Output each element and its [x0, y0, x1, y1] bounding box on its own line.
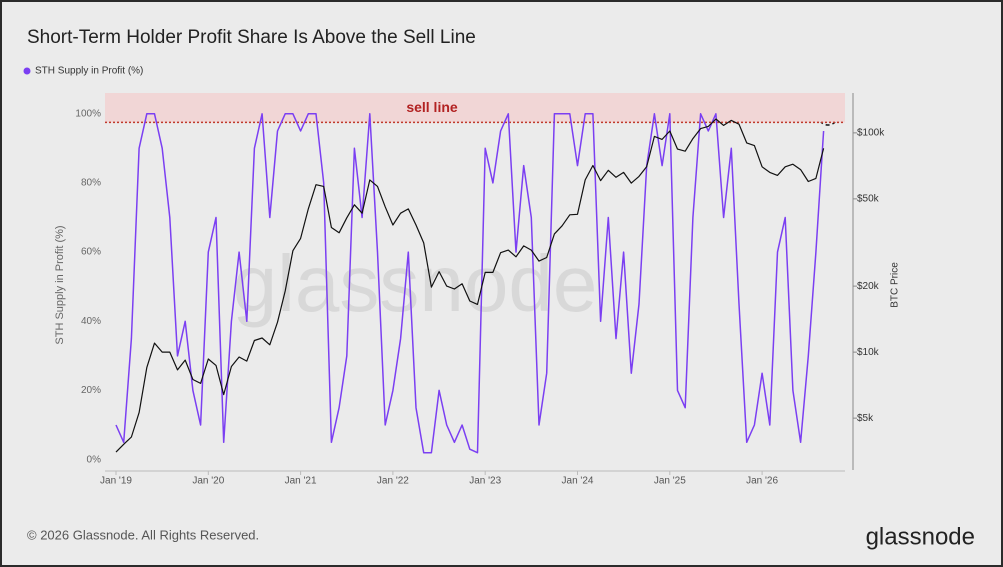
y-axis-title: STH Supply in Profit (%)	[54, 225, 66, 344]
x-tick-label: Jan '23	[469, 476, 501, 487]
chart-title: Short-Term Holder Profit Share Is Above …	[27, 27, 476, 48]
sell-line-label: sell line	[406, 99, 458, 115]
y-tick-label: 0%	[87, 454, 102, 465]
watermark: glassnode	[233, 239, 598, 328]
y2-tick-label: $100k	[857, 128, 885, 139]
y-tick-label: 80%	[81, 178, 101, 189]
series-line	[115, 118, 825, 453]
y2-tick-label: $5k	[857, 413, 874, 424]
x-tick-label: Jan '21	[285, 476, 317, 487]
x-tick-label: Jan '22	[377, 476, 409, 487]
y-tick-label: 40%	[81, 316, 101, 327]
y2-tick-label: $50k	[857, 194, 880, 205]
x-tick-label: Jan '24	[562, 476, 594, 487]
y2-tick-label: $10k	[857, 347, 880, 358]
x-tick-label: Jan '20	[192, 476, 224, 487]
y-tick-label: 60%	[81, 247, 101, 258]
legend-swatch	[23, 67, 31, 75]
series-line	[115, 113, 825, 454]
y2-axis-title: BTC Price	[890, 262, 901, 308]
y2-tick-label: $20k	[857, 281, 880, 292]
y-tick-label: 20%	[81, 385, 101, 396]
y-tick-label: 100%	[75, 108, 101, 119]
x-tick-label: Jan '25	[654, 476, 686, 487]
brand-logo: glassnode	[866, 523, 975, 550]
legend-label: STH Supply in Profit (%)	[35, 66, 143, 77]
footer: © 2026 Glassnode. All Rights Reserved.	[27, 527, 259, 542]
x-tick-label: Jan '19	[100, 476, 132, 487]
sell-zone	[105, 93, 845, 123]
x-tick-label: Jan '26	[746, 476, 778, 487]
